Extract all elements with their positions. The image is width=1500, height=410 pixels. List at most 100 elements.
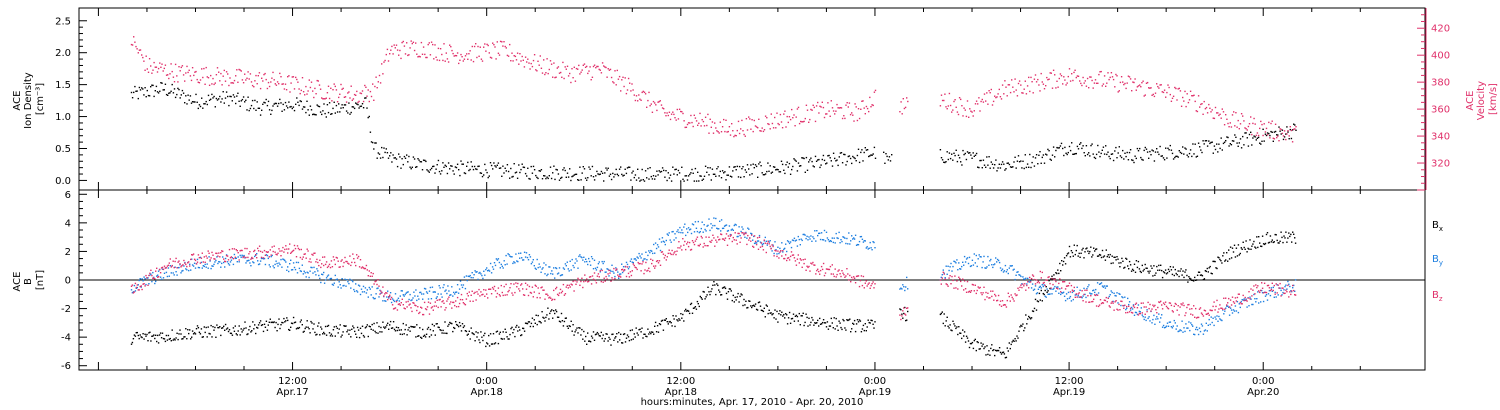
b-bx-point xyxy=(1037,300,1040,303)
b-by-point xyxy=(1070,300,1073,302)
b-bx-point xyxy=(1125,257,1127,260)
ion-density-point xyxy=(319,111,322,113)
velocity-point xyxy=(660,104,663,106)
b-bx-point xyxy=(558,320,561,322)
b-bz-point xyxy=(636,268,638,271)
ion-density-point xyxy=(347,112,349,114)
ion-density-point xyxy=(279,98,281,101)
b-bz-point xyxy=(248,253,250,255)
b-bz-point xyxy=(585,280,587,282)
ion-density-point xyxy=(1106,153,1108,156)
velocity-point xyxy=(847,106,849,108)
b-bx-point xyxy=(506,336,508,338)
b-by-point xyxy=(365,292,368,294)
ion-density-point xyxy=(342,107,344,109)
velocity-point xyxy=(266,87,269,90)
b-bz-point xyxy=(492,288,495,290)
b-bx-point xyxy=(523,330,526,332)
b-bx-point xyxy=(379,331,381,333)
b-by-point xyxy=(261,257,264,259)
velocity-point xyxy=(955,106,957,108)
ion-density-point xyxy=(511,176,513,178)
b-bx-point xyxy=(327,324,330,327)
b-bx-point xyxy=(389,324,391,326)
b-by-point xyxy=(417,295,419,297)
b-bx-point xyxy=(769,312,771,314)
b-by-point xyxy=(726,230,729,232)
b-bx-point xyxy=(245,327,247,329)
b-by-point xyxy=(1118,292,1120,295)
velocity-point xyxy=(718,132,720,134)
b-by-point xyxy=(793,237,796,239)
ion-density-point xyxy=(1033,165,1036,167)
b-by-point xyxy=(652,252,654,255)
ion-density-point xyxy=(518,164,520,166)
ion-density-point xyxy=(808,161,810,163)
b-bz-point xyxy=(414,304,416,306)
b-bx-point xyxy=(764,316,766,318)
b-by-point xyxy=(1181,320,1183,322)
b-by-point xyxy=(354,290,356,293)
velocity-point xyxy=(1049,72,1051,74)
b-bx-point xyxy=(441,332,443,334)
b-bx-point xyxy=(840,326,842,329)
b-by-point xyxy=(628,266,631,268)
b-bx-point xyxy=(711,288,713,290)
velocity-point xyxy=(404,53,407,55)
velocity-point xyxy=(1281,132,1284,135)
b-bx-point xyxy=(286,317,288,319)
b-by-point xyxy=(228,264,231,266)
b-by-point xyxy=(1135,311,1138,314)
b-by-point xyxy=(1151,322,1153,324)
b-by-point xyxy=(1256,298,1258,300)
velocity-point xyxy=(409,47,411,49)
b-bx-point xyxy=(765,304,767,306)
b-bx-point xyxy=(735,299,737,301)
ion-density-point xyxy=(665,170,667,172)
b-by-point xyxy=(1238,303,1240,305)
ion-density-point xyxy=(734,166,736,168)
b-by-point xyxy=(786,250,788,253)
velocity-point xyxy=(987,103,989,105)
b-by-point xyxy=(425,291,428,293)
velocity-point xyxy=(1009,91,1012,94)
b-by-point xyxy=(720,219,723,221)
b-bz-point xyxy=(310,261,312,263)
ion-density-point xyxy=(963,153,965,156)
ion-density-point xyxy=(1102,146,1105,148)
b-bx-point xyxy=(1164,269,1167,271)
velocity-point xyxy=(150,65,152,67)
b-bx-point xyxy=(424,336,427,338)
ion-density-point xyxy=(345,110,348,112)
b-bz-point xyxy=(210,257,212,259)
b-by-point xyxy=(1126,307,1128,309)
b-bx-point xyxy=(516,324,518,327)
ion-density-point xyxy=(1059,145,1062,147)
b-bx-point xyxy=(731,299,733,302)
b-by-point xyxy=(434,291,436,293)
ion-density-point xyxy=(406,154,408,156)
velocity-point xyxy=(865,105,868,108)
b-bx-point xyxy=(565,317,567,319)
velocity-point xyxy=(862,100,864,102)
ion-density-point xyxy=(1248,133,1251,136)
b-bx-point xyxy=(136,331,138,334)
ion-density-point xyxy=(771,171,774,173)
b-by-point xyxy=(1000,269,1003,272)
b-bx-point xyxy=(573,334,575,336)
b-by-point xyxy=(1017,271,1019,273)
velocity-point xyxy=(535,69,537,71)
b-bz-point xyxy=(394,307,397,309)
b-by-point xyxy=(589,264,592,266)
b-bz-point xyxy=(250,258,252,260)
b-bz-point xyxy=(433,305,435,307)
ion-density-point xyxy=(352,106,355,108)
velocity-point xyxy=(257,75,259,77)
b-by-point xyxy=(1067,291,1070,294)
ion-density-point xyxy=(455,166,458,169)
velocity-point xyxy=(378,74,381,77)
velocity-point xyxy=(1142,80,1144,82)
b-bx-point xyxy=(902,317,904,319)
b-by-point xyxy=(475,271,477,273)
velocity-point xyxy=(1119,81,1122,84)
